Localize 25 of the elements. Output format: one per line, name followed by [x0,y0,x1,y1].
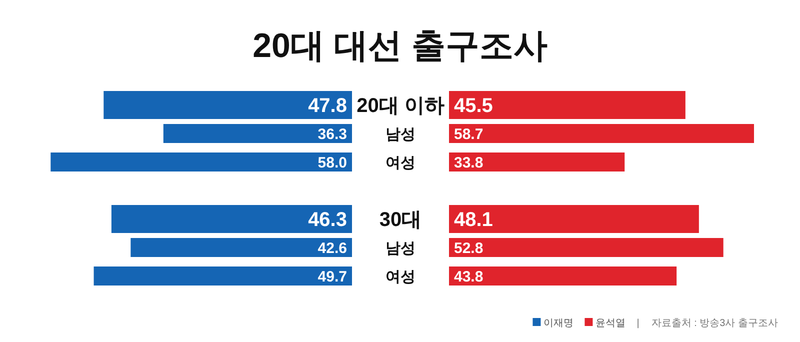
legend-item: 윤석열 [584,318,626,329]
data-label: 49.7 [318,268,347,286]
annotation: 자료출처 : 방송3사 출구조사 [651,318,778,329]
data-label: 48.1 [454,209,493,232]
annotation: | [636,318,640,329]
category-label: 여성 [386,268,416,286]
category-label: 남성 [386,240,416,257]
data-label: 43.8 [454,268,484,286]
category-label: 20대 이하 [356,95,444,118]
legend-label: 윤석열 [596,318,626,329]
data-label: 46.3 [308,209,347,232]
category-label: 30대 [379,209,422,232]
title: 20대 대선 출구조사 [252,27,548,65]
data-label: 36.3 [318,126,347,143]
legend-label: 이재명 [544,318,574,329]
data-label: 58.0 [318,154,347,172]
data-label: 52.8 [454,240,484,257]
data-label: 45.5 [454,95,493,118]
data-label: 42.6 [318,240,347,257]
data-label: 58.7 [454,126,484,143]
category-label: 여성 [386,154,416,172]
legend-item: 이재명 [532,318,574,329]
data-label: 47.8 [308,95,347,118]
category-label: 남성 [386,126,416,143]
data-label: 33.8 [454,154,484,172]
